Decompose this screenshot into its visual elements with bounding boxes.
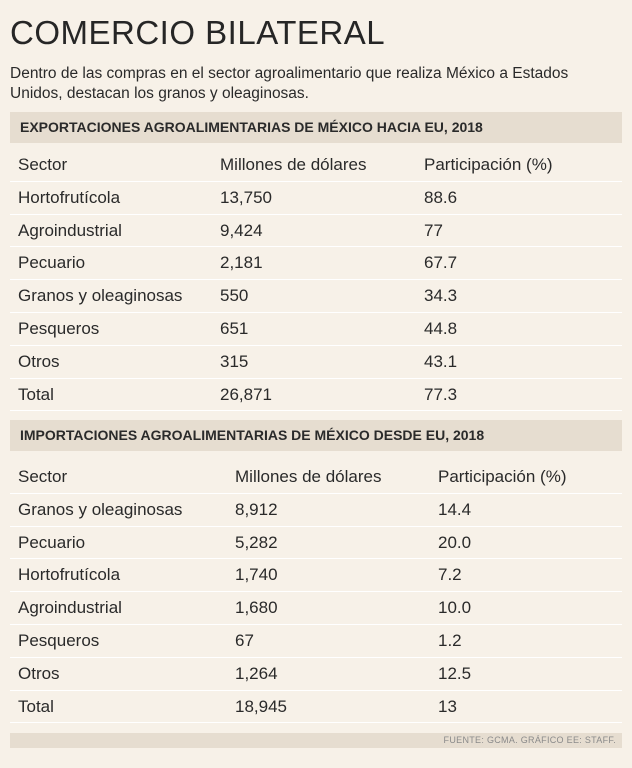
sector-cell: Otros xyxy=(18,351,60,371)
value-cell: 1,680 xyxy=(235,598,278,618)
sector-cell: Total xyxy=(18,384,54,404)
share-cell: 67.7 xyxy=(424,253,458,273)
value-cell: 315 xyxy=(220,351,249,371)
table-row: Otros 315 43.1 xyxy=(10,346,622,379)
share-cell: 34.3 xyxy=(424,286,458,306)
column-header: Participación (%) xyxy=(424,155,553,174)
value-cell: 1,264 xyxy=(235,663,278,683)
imports-table: Sector Millones de dólares Participación… xyxy=(10,461,622,724)
share-cell: 77 xyxy=(424,220,443,240)
value-cell: 8,912 xyxy=(235,499,278,519)
sector-cell: Pesqueros xyxy=(18,318,100,338)
exports-heading: EXPORTACIONES AGROALIMENTARIAS DE MÉXICO… xyxy=(10,112,622,143)
value-cell: 26,871 xyxy=(220,384,272,404)
table-header-row: Sector Millones de dólares Participación… xyxy=(10,461,622,494)
value-cell: 5,282 xyxy=(235,532,278,552)
value-cell: 651 xyxy=(220,318,249,338)
share-cell: 43.1 xyxy=(424,351,458,371)
source-note: FUENTE: GCMA. GRÁFICO EE: STAFF. xyxy=(10,733,622,748)
page-subtitle: Dentro de las compras en el sector agroa… xyxy=(10,65,569,102)
value-cell: 13,750 xyxy=(220,187,272,207)
table-row: Granos y oleaginosas 8,912 14.4 xyxy=(10,494,622,527)
value-cell: 1,740 xyxy=(235,565,278,585)
table-row: Pecuario 2,181 67.7 xyxy=(10,247,622,281)
column-header: Sector xyxy=(18,467,68,486)
table-total-row: Total 18,945 13 xyxy=(10,691,622,724)
share-cell: 12.5 xyxy=(438,663,472,683)
table-row: Pecuario 5,282 20.0 xyxy=(10,527,622,560)
share-cell: 7.2 xyxy=(438,565,462,585)
sector-cell: Granos y oleaginosas xyxy=(18,286,183,306)
sector-cell: Granos y oleaginosas xyxy=(18,499,183,519)
sector-cell: Pecuario xyxy=(18,532,86,552)
sector-cell: Otros xyxy=(18,663,60,683)
column-header: Millones de dólares xyxy=(220,155,367,174)
share-cell: 14.4 xyxy=(438,499,472,519)
share-cell: 10.0 xyxy=(438,598,472,618)
sector-cell: Hortofrutícola xyxy=(18,187,121,207)
share-cell: 1.2 xyxy=(438,630,462,650)
column-header: Millones de dólares xyxy=(235,467,382,486)
exports-table: Sector Millones de dólares Participación… xyxy=(10,149,622,412)
column-header: Sector xyxy=(18,155,68,174)
value-cell: 550 xyxy=(220,286,249,306)
table-total-row: Total 26,871 77.3 xyxy=(10,379,622,412)
table-row: Pesqueros 67 1.2 xyxy=(10,625,622,658)
table-row: Agroindustrial 9,424 77 xyxy=(10,215,622,248)
sector-cell: Total xyxy=(18,696,54,716)
sector-cell: Agroindustrial xyxy=(18,220,122,240)
table-row: Hortofrutícola 13,750 88.6 xyxy=(10,182,622,215)
share-cell: 44.8 xyxy=(424,318,458,338)
value-cell: 9,424 xyxy=(220,220,263,240)
value-cell: 2,181 xyxy=(220,253,263,273)
table-row: Hortofrutícola 1,740 7.2 xyxy=(10,559,622,593)
sector-cell: Pecuario xyxy=(18,253,86,273)
value-cell: 67 xyxy=(235,630,254,650)
table-header-row: Sector Millones de dólares Participación… xyxy=(10,149,622,182)
table-row: Granos y oleaginosas 550 34.3 xyxy=(10,280,622,313)
sector-cell: Agroindustrial xyxy=(18,598,122,618)
imports-heading: IMPORTACIONES AGROALIMENTARIAS DE MÉXICO… xyxy=(10,420,622,451)
table-row: Otros 1,264 12.5 xyxy=(10,658,622,691)
table-row: Pesqueros 651 44.8 xyxy=(10,313,622,346)
value-cell: 18,945 xyxy=(235,696,287,716)
share-cell: 13 xyxy=(438,696,457,716)
sector-cell: Hortofrutícola xyxy=(18,565,121,585)
share-cell: 77.3 xyxy=(424,384,458,404)
table-row: Agroindustrial 1,680 10.0 xyxy=(10,592,622,625)
share-cell: 88.6 xyxy=(424,187,458,207)
page-title: COMERCIO BILATERAL xyxy=(10,14,386,51)
column-header: Participación (%) xyxy=(438,467,567,486)
sector-cell: Pesqueros xyxy=(18,630,100,650)
share-cell: 20.0 xyxy=(438,532,472,552)
